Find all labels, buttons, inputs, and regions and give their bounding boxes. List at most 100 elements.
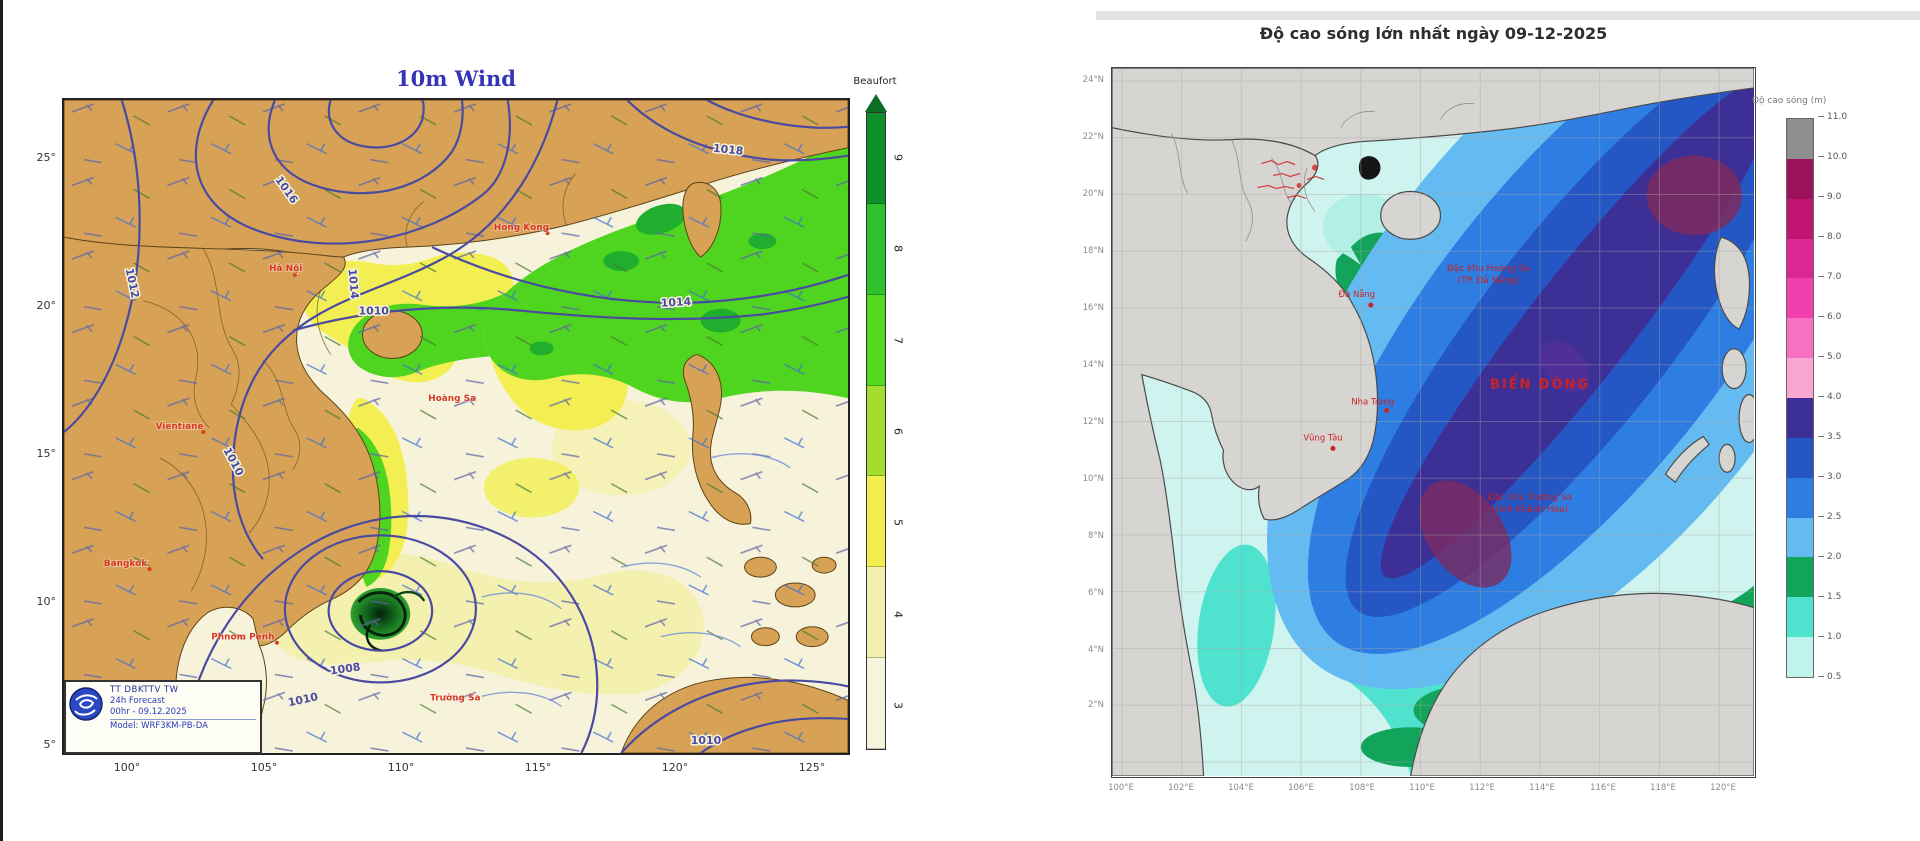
colorbar-segment bbox=[1787, 318, 1813, 359]
wind-colorbar-tick: 9 bbox=[891, 154, 905, 161]
lat-tick: 8°N bbox=[1087, 531, 1104, 541]
place-label: Bangkok bbox=[104, 559, 148, 569]
lon-tick: 106°E bbox=[1288, 783, 1314, 793]
agency-logo-icon bbox=[68, 686, 104, 722]
colorbar-segment bbox=[1787, 119, 1813, 159]
colorbar-segment bbox=[867, 385, 885, 477]
graticule bbox=[1112, 68, 1754, 776]
lon-tick: 120° bbox=[661, 761, 689, 774]
colorbar-segment bbox=[867, 294, 885, 386]
isobar-label: 1008 bbox=[329, 660, 361, 677]
place-label: Hà Nội bbox=[269, 264, 302, 274]
place-label: Trường Sa bbox=[430, 692, 480, 703]
wind-colorbar-tick: 4 bbox=[891, 611, 905, 618]
lat-tick: 2°N bbox=[1087, 700, 1104, 710]
colorbar-segment bbox=[867, 567, 885, 659]
lon-tick: 112°E bbox=[1469, 783, 1495, 793]
colorbar-segment bbox=[1787, 358, 1813, 399]
wave-colorbar-tick: 3.0 bbox=[1818, 472, 1858, 482]
wave-colorbar-tick: 2.0 bbox=[1818, 552, 1858, 562]
wave-colorbar bbox=[1786, 118, 1814, 678]
wave-colorbar-tick: 1.5 bbox=[1818, 592, 1858, 602]
wind-colorbar-tick: 5 bbox=[891, 519, 905, 526]
wave-colorbar-title: Độ cao sóng (m) bbox=[1752, 96, 1827, 106]
map-annotations: Đặc khu Hoàng Sa (TP. Đà Nẵng) BIỂN ĐÔNG… bbox=[1303, 264, 1588, 515]
top-separator-band bbox=[1096, 11, 1920, 20]
province-borders bbox=[1171, 103, 1475, 242]
screen-left-border bbox=[0, 0, 3, 841]
colorbar-segment bbox=[1787, 437, 1813, 478]
left-map-title: 10m Wind bbox=[396, 66, 516, 91]
colorbar-segment bbox=[867, 476, 885, 568]
wind-colorbar-arrow bbox=[865, 94, 887, 112]
colorbar-segment bbox=[1787, 637, 1813, 678]
lat-tick: 16°N bbox=[1082, 303, 1104, 313]
isobar-label: 1014 bbox=[660, 295, 691, 310]
wave-colorbar-tick: 9.0 bbox=[1818, 192, 1858, 202]
wind-map: 1012 1016 1014 1010 1014 1018 1010 1008 … bbox=[62, 98, 850, 755]
wave-colorbar-tick: 2.5 bbox=[1818, 512, 1858, 522]
isobar-label: 1010 bbox=[358, 305, 389, 318]
wave-colorbar-tick: 6.0 bbox=[1818, 312, 1858, 322]
lon-tick: 114°E bbox=[1529, 783, 1555, 793]
city-label-da-nang: Đà Nẵng bbox=[1339, 289, 1376, 299]
lon-tick: 100° bbox=[113, 761, 141, 774]
hoang-sa-annotation-2: (TP. Đà Nẵng) bbox=[1458, 275, 1519, 286]
colorbar-segment bbox=[1787, 398, 1813, 438]
land-masses bbox=[1111, 67, 1760, 777]
right-map-title: Độ cao sóng lớn nhất ngày 09-12-2025 bbox=[1259, 24, 1608, 43]
lat-tick: 12°N bbox=[1082, 417, 1104, 427]
lat-tick: 24°N bbox=[1082, 75, 1104, 85]
colorbar-segment bbox=[1787, 158, 1813, 199]
storm-marker bbox=[1358, 156, 1381, 180]
place-label: Hoàng Sa bbox=[428, 394, 476, 404]
lon-tick: 105° bbox=[250, 761, 278, 774]
lat-tick: 14°N bbox=[1082, 360, 1104, 370]
colorbar-segment bbox=[867, 658, 885, 750]
lon-tick: 100°E bbox=[1108, 783, 1134, 793]
hoang-sa-annotation: Đặc khu Hoàng Sa bbox=[1447, 264, 1530, 274]
isobar-label: 1014 bbox=[346, 268, 362, 300]
lat-tick: 25° bbox=[36, 151, 57, 164]
province-name-scribbles bbox=[1257, 159, 1325, 200]
wave-colorbar-tick: 8.0 bbox=[1818, 232, 1858, 242]
wave-colorbar-tick: 4.0 bbox=[1818, 392, 1858, 402]
colorbar-segment bbox=[1787, 198, 1813, 239]
lat-tick: 18°N bbox=[1082, 246, 1104, 256]
lon-tick: 116°E bbox=[1590, 783, 1616, 793]
isobars bbox=[64, 100, 848, 753]
model-name: Model: WRF3KM-PB-DA bbox=[110, 719, 256, 732]
colorbar-segment bbox=[1787, 597, 1813, 638]
city-label-vung-tau: Vũng Tàu bbox=[1303, 432, 1342, 442]
lat-tick: 4°N bbox=[1087, 645, 1104, 655]
wind-map-canvas: 1012 1016 1014 1010 1014 1018 1010 1008 … bbox=[64, 100, 848, 753]
lon-tick: 102°E bbox=[1168, 783, 1194, 793]
truong-sa-annotation: Đặc khu Trường Sa bbox=[1488, 492, 1572, 503]
place-label: Vientiane bbox=[156, 422, 204, 432]
colorbar-segment bbox=[1787, 517, 1813, 558]
lat-tick: 10° bbox=[36, 595, 57, 608]
wave-map: Đặc khu Hoàng Sa (TP. Đà Nẵng) BIỂN ĐÔNG… bbox=[1111, 0, 1893, 778]
place-label: Phnom Penh bbox=[211, 633, 274, 643]
lon-tick: 118°E bbox=[1650, 783, 1676, 793]
colorbar-segment bbox=[1787, 278, 1813, 319]
minor-flow-lines bbox=[481, 453, 791, 707]
lon-tick: 104°E bbox=[1228, 783, 1254, 793]
colorbar-segment bbox=[867, 203, 885, 295]
isobar-label: 1018 bbox=[712, 142, 744, 158]
lat-tick: 6°N bbox=[1087, 588, 1104, 598]
lat-tick: 15° bbox=[36, 447, 57, 460]
agency-name: TT DBKTTV TW bbox=[110, 685, 179, 695]
isobar-label: 1010 bbox=[691, 734, 722, 747]
wind-colorbar-title: Beaufort bbox=[853, 76, 897, 87]
wind-colorbar-tick: 6 bbox=[891, 428, 905, 435]
wind-colorbar bbox=[866, 112, 886, 750]
city-label-nha-trang: Nha Trang bbox=[1351, 397, 1394, 407]
lat-tick: 22°N bbox=[1082, 132, 1104, 142]
lon-tick: 125° bbox=[798, 761, 826, 774]
colorbar-segment bbox=[1787, 238, 1813, 279]
wave-colorbar-tick: 7.0 bbox=[1818, 272, 1858, 282]
lon-tick: 120°E bbox=[1710, 783, 1736, 793]
lon-tick: 110°E bbox=[1409, 783, 1435, 793]
lat-tick: 20°N bbox=[1082, 189, 1104, 199]
